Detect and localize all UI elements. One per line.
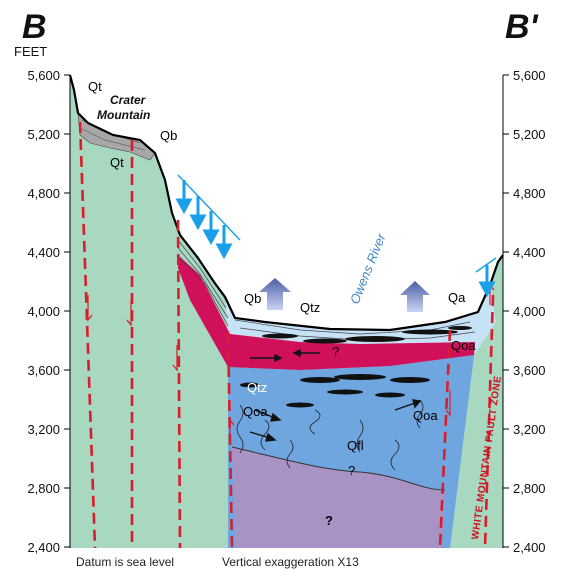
subsidence-arrows: [175, 174, 497, 298]
left-tick-label: 3,600: [27, 363, 60, 378]
unit-label-qoa-center: Qoa: [413, 408, 438, 423]
lacustrine-squiggles: [236, 399, 424, 471]
right-tick-label: 4,800: [513, 186, 546, 201]
unit-label-qt-bottom: Qt: [110, 155, 124, 170]
datum-note: Datum is sea level: [76, 555, 174, 569]
right-tick-label: 2,800: [513, 481, 546, 496]
right-tick-labels: 5,600 5,200 4,800 4,400 4,000 3,600 3,20…: [513, 68, 546, 555]
left-tick-label: 5,600: [27, 68, 60, 83]
left-tick-label: 2,800: [27, 481, 60, 496]
left-tick-label: 3,200: [27, 422, 60, 437]
right-tick-label: 2,400: [513, 540, 546, 555]
deep-basement: [232, 447, 445, 548]
right-tick-label: 4,000: [513, 304, 546, 319]
unit-label-qb-mid: Qb: [244, 291, 261, 306]
basement-contact: [231, 446, 446, 491]
faults: [78, 121, 495, 549]
gravel-lenses: [240, 326, 472, 408]
red-clay-layer: [178, 255, 475, 370]
right-tick-label: 3,200: [513, 422, 546, 437]
right-tick-label: 4,400: [513, 245, 546, 260]
unit-label-qoa-left: Qoa: [243, 404, 268, 419]
left-tick-label: 4,800: [27, 186, 60, 201]
right-tick-label: 5,600: [513, 68, 546, 83]
unknown-marker-lower: ?: [325, 513, 333, 528]
unit-label-qfl: Qfl: [347, 438, 364, 453]
left-tick-label: 4,400: [27, 245, 60, 260]
unit-label-qt-top: Qt: [88, 79, 102, 94]
unit-label-qoa-right: Qoa: [451, 338, 476, 353]
exaggeration-note: Vertical exaggeration X13: [222, 555, 359, 569]
right-tick-label: 3,600: [513, 363, 546, 378]
left-tick-labels: 5,600 5,200 4,800 4,400 4,000 3,600 3,20…: [27, 68, 60, 555]
right-axis: [502, 74, 509, 548]
unknown-marker-small: ?: [348, 463, 355, 478]
unknown-marker-upper: ?: [332, 344, 339, 359]
uplift-arrows: [259, 278, 430, 312]
groundwater-flow-arrows: [249, 348, 422, 442]
left-tick-label: 5,200: [27, 127, 60, 142]
unit-label-qtz-lower: Qtz: [247, 380, 267, 395]
left-tick-label: 4,000: [27, 304, 60, 319]
crater-mountain-label-line1: Crater: [110, 93, 147, 107]
left-axis: [64, 74, 71, 548]
section-label-right: B': [505, 8, 540, 46]
land-surface: [68, 74, 504, 332]
axis-unit-label: FEET: [14, 44, 47, 59]
unit-label-qa: Qa: [448, 290, 466, 305]
unit-label-qb-top: Qb: [160, 128, 177, 143]
owens-river-label: Owens River: [347, 231, 389, 306]
section-label-left: B: [22, 8, 47, 46]
right-tick-label: 5,200: [513, 127, 546, 142]
left-tick-label: 2,400: [27, 540, 60, 555]
unit-label-qtz-upper: Qtz: [300, 300, 320, 315]
crater-mountain-label-line2: Mountain: [97, 108, 150, 122]
